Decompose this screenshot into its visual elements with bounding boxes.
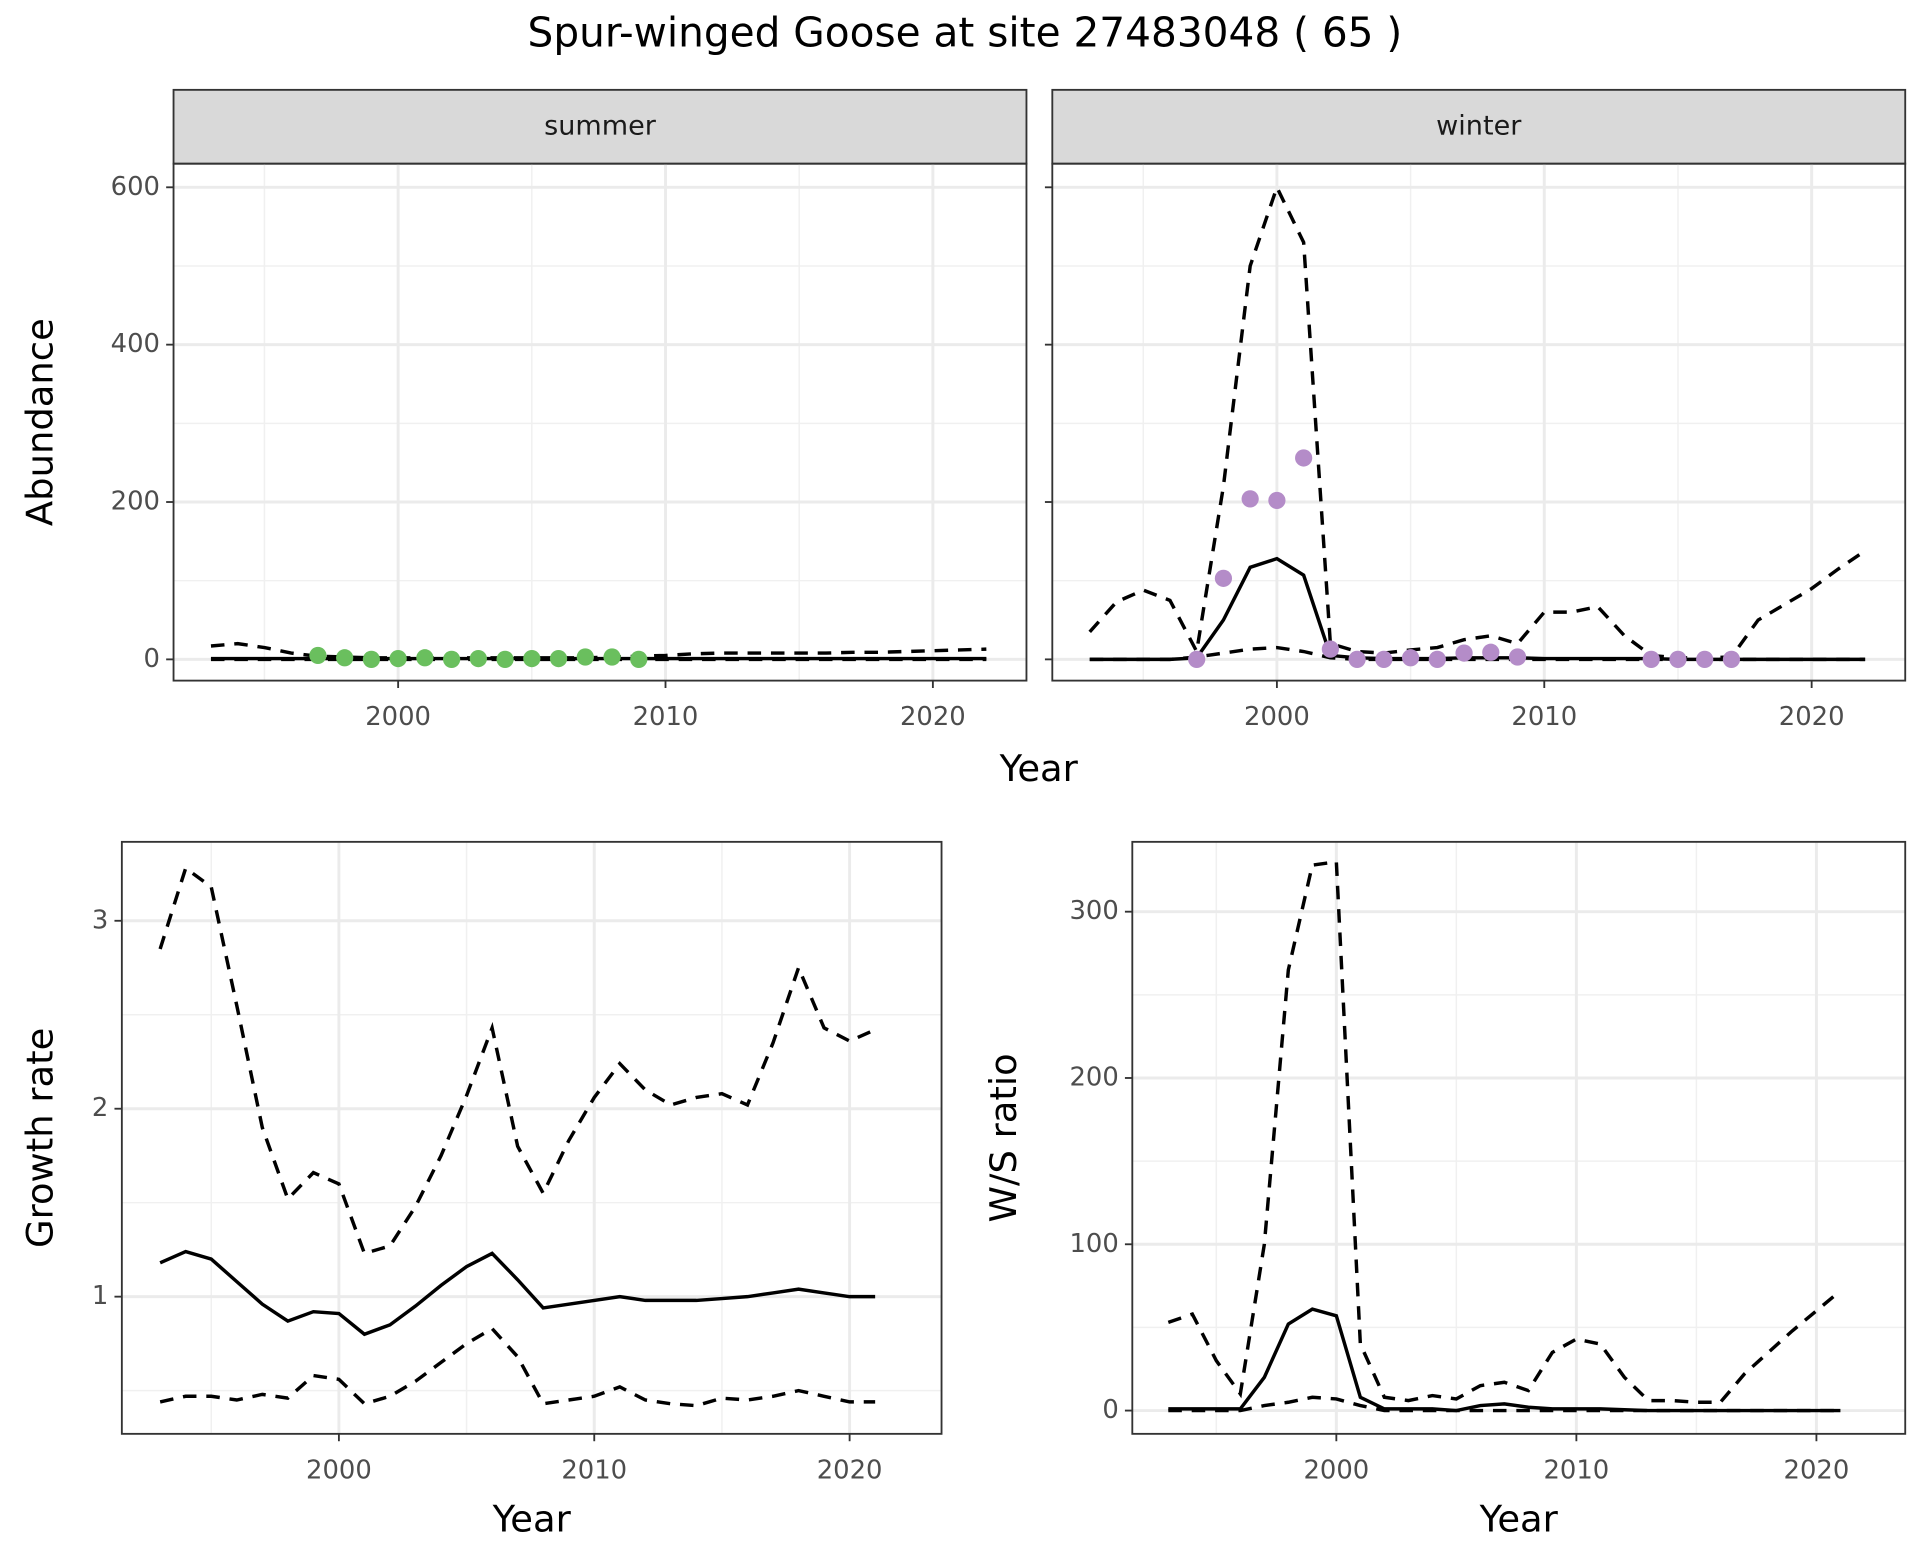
data-point: [1295, 449, 1313, 467]
data-point: [389, 649, 407, 668]
x-tick-label: 2010: [561, 1455, 627, 1485]
y-tick-label: 0: [1102, 1395, 1118, 1425]
y-tick-label: 2: [92, 1093, 108, 1123]
x-tick-label: 2010: [1511, 702, 1577, 732]
facet-label: summer: [544, 110, 657, 141]
data-point: [1214, 569, 1233, 587]
data-point: [1482, 643, 1500, 661]
data-point: [1455, 644, 1473, 662]
y-tick-label: 300: [1069, 896, 1118, 926]
facet-strip: [172, 88, 1028, 165]
data-point: [336, 649, 354, 667]
x-axis-title: Year: [999, 747, 1079, 790]
data-point: [1722, 650, 1741, 668]
data-point: [416, 649, 434, 667]
y-tick-label: 600: [111, 172, 160, 202]
line-series: [1168, 1307, 1841, 1413]
data-point: [523, 649, 541, 668]
data-point: [1348, 650, 1366, 668]
data-point: [630, 650, 648, 668]
data-point: [1669, 650, 1687, 668]
data-point: [442, 650, 461, 668]
panel-border: [1051, 162, 1907, 682]
data-point: [1401, 649, 1420, 667]
data-point: [1375, 650, 1393, 668]
x-tick-label: 2000: [365, 702, 431, 732]
x-tick-label: 2020: [817, 1455, 883, 1485]
x-tick-label: 2020: [1784, 1455, 1850, 1485]
facet-label: winter: [1436, 110, 1522, 141]
y-tick-label: 200: [111, 487, 160, 517]
line-series: [158, 865, 876, 1256]
data-point: [309, 646, 327, 665]
data-point: [1321, 640, 1339, 658]
x-tick-label: 2000: [306, 1455, 372, 1485]
panel-border: [120, 840, 943, 1435]
y-axis-title: W/S ratio: [982, 1053, 1025, 1222]
data-point: [549, 649, 568, 668]
data-point: [1188, 650, 1206, 668]
panel-border: [1131, 840, 1907, 1435]
line-series: [1167, 859, 1842, 1404]
x-tick-label: 2020: [1779, 702, 1845, 732]
x-tick-label: 2010: [633, 702, 699, 732]
y-tick-label: 400: [111, 329, 160, 359]
y-tick-label: 100: [1069, 1229, 1118, 1259]
data-point: [1268, 491, 1286, 510]
data-point: [576, 648, 594, 666]
chart-title: Spur-winged Goose at site 27483048 ( 65 …: [528, 9, 1403, 57]
y-axis-title: Growth rate: [18, 1028, 61, 1248]
y-tick-label: 200: [1069, 1062, 1118, 1092]
x-axis-title: Year: [492, 1498, 572, 1541]
line-series: [1089, 556, 1866, 662]
data-point: [1428, 650, 1446, 668]
x-tick-label: 2010: [1544, 1455, 1610, 1485]
line-series: [1088, 182, 1867, 660]
y-tick-label: 3: [92, 905, 108, 935]
y-axis-title: Abundance: [18, 318, 61, 526]
line-series: [1168, 1395, 1841, 1413]
y-tick-label: 0: [144, 644, 160, 674]
data-point: [1241, 490, 1259, 508]
data-point: [603, 648, 621, 666]
facet-strip: [1051, 88, 1907, 165]
x-axis-title: Year: [1479, 1498, 1559, 1541]
line-series: [1089, 645, 1866, 662]
x-tick-label: 2000: [1244, 702, 1310, 732]
data-point: [1696, 650, 1714, 668]
data-point: [496, 650, 514, 668]
line-series: [159, 1326, 876, 1408]
data-point: [469, 649, 487, 668]
data-point: [362, 650, 381, 668]
data-point: [1508, 648, 1527, 666]
x-tick-label: 2000: [1303, 1455, 1369, 1485]
line-series: [159, 1249, 876, 1337]
data-point: [1642, 650, 1660, 668]
y-tick-label: 1: [92, 1281, 108, 1311]
line-series: [210, 641, 987, 660]
x-tick-label: 2020: [900, 702, 966, 732]
panel-border: [172, 162, 1028, 682]
